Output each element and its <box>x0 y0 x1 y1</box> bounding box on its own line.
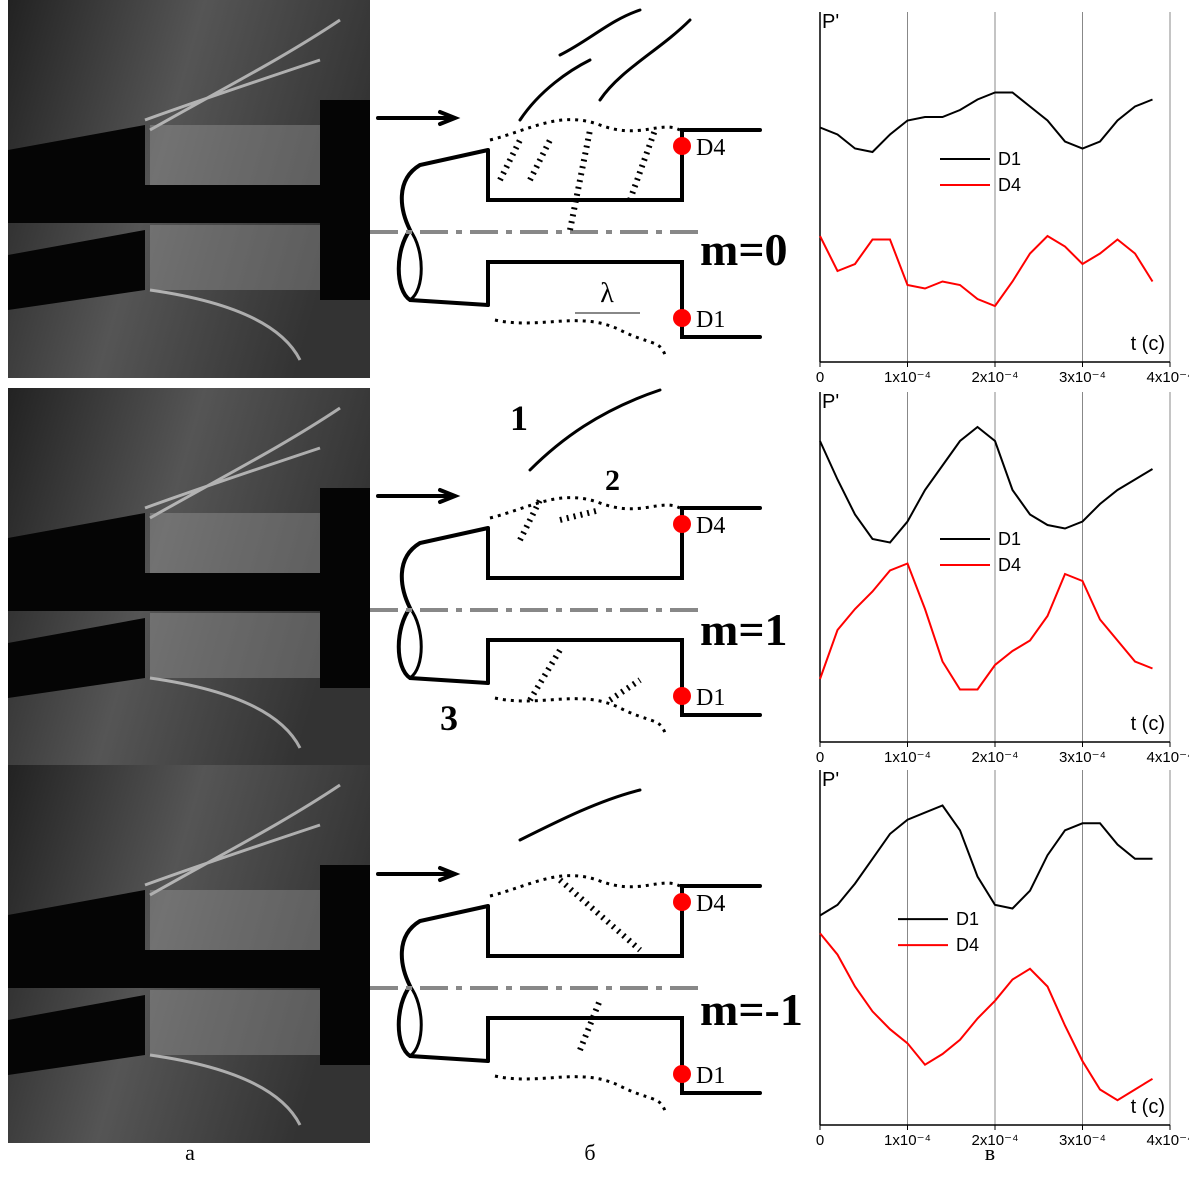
x-tick-label: 3x10⁻⁴ <box>1059 749 1106 766</box>
x-axis-label: t (c) <box>1131 333 1165 355</box>
panel-label: б <box>584 1140 595 1165</box>
series-line <box>820 93 1153 153</box>
x-tick-label: 0 <box>816 749 824 766</box>
x-tick-label: 1x10⁻⁴ <box>884 1132 931 1149</box>
sensor-label: D1 <box>696 685 725 711</box>
legend-label: D1 <box>956 909 979 929</box>
series-line <box>820 236 1153 306</box>
x-tick-label: 1x10⁻⁴ <box>884 749 931 766</box>
sensor-label: D1 <box>696 307 725 333</box>
series-line <box>820 933 1153 1100</box>
x-tick-label: 2x10⁻⁴ <box>972 749 1019 766</box>
legend-label: D4 <box>998 555 1021 575</box>
wavelength: λ <box>600 278 614 309</box>
x-axis-label: t (c) <box>1131 713 1165 735</box>
x-tick-label: 4x10⁻⁴ <box>1147 749 1189 766</box>
x-tick-label: 3x10⁻⁴ <box>1059 1132 1106 1149</box>
x-tick-label: 1x10⁻⁴ <box>884 369 931 386</box>
y-axis-label: P' <box>822 769 839 791</box>
legend-label: D1 <box>998 529 1021 549</box>
x-tick-label: 0 <box>816 369 824 386</box>
x-tick-label: 2x10⁻⁴ <box>972 1132 1019 1149</box>
panel-label: а <box>185 1140 195 1165</box>
x-tick-label: 4x10⁻⁴ <box>1147 369 1189 386</box>
sensor-label: D1 <box>696 1063 725 1089</box>
y-axis-label: P' <box>822 11 839 33</box>
callout: 1 <box>510 398 528 438</box>
series-line <box>820 806 1153 916</box>
x-tick-label: 4x10⁻⁴ <box>1147 1132 1189 1149</box>
x-tick-label: 3x10⁻⁴ <box>1059 369 1106 386</box>
y-axis-label: P' <box>822 391 839 413</box>
legend-label: D4 <box>956 935 979 955</box>
mode-label: m=-1 <box>700 984 803 1035</box>
mode-label: m=0 <box>700 224 788 275</box>
callout: 2 <box>605 464 620 497</box>
sensor-label: D4 <box>696 891 725 917</box>
mode-label: m=1 <box>700 604 788 655</box>
callout: 3 <box>440 698 458 738</box>
x-tick-label: 0 <box>816 1132 824 1149</box>
x-tick-label: 2x10⁻⁴ <box>972 369 1019 386</box>
series-line <box>820 564 1153 690</box>
legend-label: D4 <box>998 175 1021 195</box>
sensor-label: D4 <box>696 513 725 539</box>
figure: λ 1 2 3 m=0 m=1 m=-1 D4 D1 D4 D1 D4 D1 а… <box>0 0 1189 1180</box>
series-line <box>820 427 1153 543</box>
sensor-label: D4 <box>696 135 725 161</box>
x-axis-label: t (c) <box>1131 1096 1165 1118</box>
legend-label: D1 <box>998 149 1021 169</box>
